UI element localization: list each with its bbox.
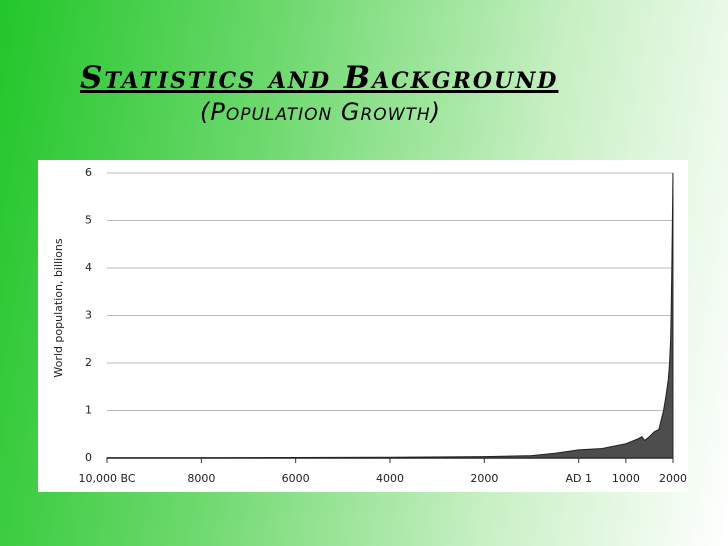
y-tick-label: 6 (85, 166, 92, 179)
area (106, 172, 674, 459)
y-tick-label: 5 (85, 214, 92, 227)
y-tick-label: 0 (85, 451, 92, 464)
y-axis-label: World population, billions (52, 238, 65, 377)
x-tick-label: 1000 (612, 472, 640, 485)
y-tick-label: 3 (85, 309, 92, 322)
x-tick-label: 10,000 BC (78, 472, 135, 485)
y-tick-label: 1 (85, 404, 92, 417)
y-tick-label: 4 (85, 261, 92, 274)
slide-title: Statistics and Background (80, 60, 559, 96)
x-tick-label: 2000 (659, 472, 687, 485)
x-tick-label: 6000 (282, 472, 310, 485)
x-tick-label: AD 1 (565, 472, 592, 485)
chart-background (38, 160, 688, 492)
y-tick-label: 2 (85, 356, 92, 369)
x-tick-label: 4000 (376, 472, 404, 485)
slide-subtitle: (Population Growth) (200, 98, 442, 126)
x-tick-label: 8000 (187, 472, 215, 485)
x-tick-label: 2000 (470, 472, 498, 485)
